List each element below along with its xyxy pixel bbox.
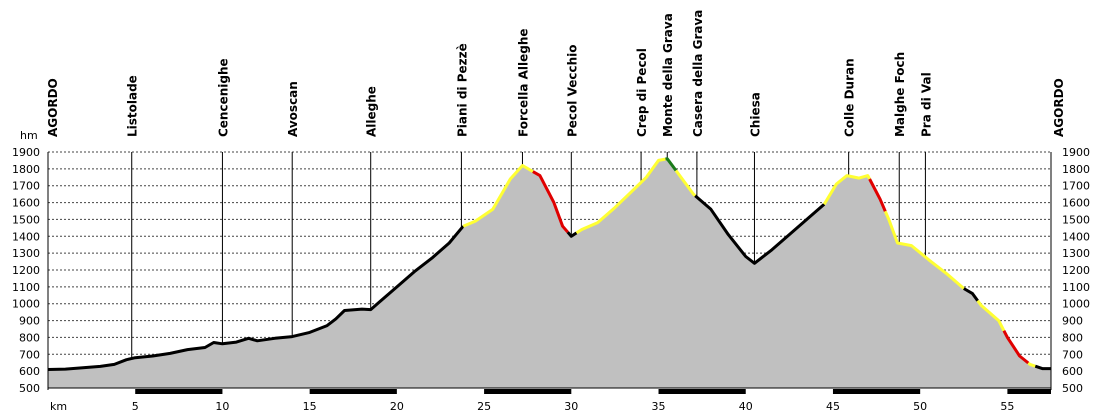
profile-segment-moderate	[575, 157, 666, 235]
profile-segment-moderate	[883, 210, 965, 290]
x-tick-label: 15	[303, 400, 317, 413]
place-label: Pra di Val	[919, 72, 933, 137]
y-tick-label-left: 1600	[12, 197, 40, 210]
y-tick-label-right: 700	[1062, 348, 1083, 361]
place-label: AGORDO	[1052, 78, 1066, 137]
y-tick-label-left: 800	[19, 331, 40, 344]
km-strip-block	[658, 389, 746, 394]
place-label: Listolade	[126, 75, 140, 137]
profile-segment-moderate	[462, 164, 534, 228]
y-tick-label-left: 1800	[12, 163, 40, 176]
y-tick-label-left: 1200	[12, 264, 40, 277]
profile-segment-moderate	[1027, 361, 1036, 368]
place-markers	[131, 152, 926, 359]
y-tick-label-right: 1700	[1062, 180, 1090, 193]
y-tick-label-left: 600	[19, 365, 40, 378]
profile-segment-moderate	[976, 299, 1006, 332]
x-tick-label: 30	[564, 400, 578, 413]
axes	[47, 152, 1052, 394]
x-tick-label: 55	[1000, 400, 1014, 413]
profile-segment-steep	[1002, 330, 1030, 365]
profile-segment-steep	[532, 170, 569, 234]
profile-segment-normal	[566, 231, 578, 238]
elevation-area	[48, 158, 1051, 388]
profile-segment-normal	[47, 225, 465, 371]
y-tick-label-right: 1600	[1062, 197, 1090, 210]
y-tick-label-left: 1100	[12, 281, 40, 294]
km-strip-block	[832, 389, 921, 394]
place-label: AGORDO	[46, 78, 60, 137]
y-tick-label-left: 1900	[12, 146, 40, 159]
y-tick-label-right: 600	[1062, 365, 1083, 378]
profile-segment-normal	[1034, 364, 1051, 371]
y-tick-label-left: 1500	[12, 213, 40, 226]
y-tick-label-right: 1000	[1062, 298, 1090, 311]
place-label: Avoscan	[286, 81, 300, 137]
place-label: Alleghe	[365, 86, 379, 137]
profile-segment-steep	[868, 178, 887, 212]
place-label: Pecol Vecchio	[565, 45, 579, 137]
profile-segment-moderate	[822, 174, 871, 206]
place-label: Colle Duran	[843, 58, 857, 137]
y-tick-label-left: 700	[19, 348, 40, 361]
y-axis-unit: hm	[20, 129, 38, 142]
x-tick-label: 45	[826, 400, 840, 413]
km-strip-block	[484, 389, 572, 394]
place-labels: AGORDO Listolade Cencenighe Avoscan Alleghe P…	[46, 10, 1066, 137]
y-tick-label-right: 1400	[1062, 230, 1090, 243]
place-label: Crep di Pecol	[635, 48, 649, 137]
profile-segment-very_steep	[665, 157, 678, 172]
profile-segment-moderate	[674, 169, 697, 197]
y-tick-label-right: 1500	[1062, 213, 1090, 226]
place-label: Chiesa	[748, 92, 762, 137]
y-tick-label-left: 500	[19, 382, 40, 395]
x-tick-label: 50	[913, 400, 927, 413]
x-tick-label: 25	[477, 400, 491, 413]
y-tick-label-left: 1700	[12, 180, 40, 193]
x-tick-label: 5	[132, 400, 139, 413]
place-label: Forcella Alleghe	[516, 28, 530, 137]
profile-segment-normal	[963, 287, 979, 302]
place-label: Piani di Pezzè	[455, 43, 469, 137]
y-tick-label-right: 1100	[1062, 281, 1090, 294]
y-tick-label-right: 800	[1062, 331, 1083, 344]
km-strip-block	[135, 389, 223, 394]
x-tick-label: 40	[739, 400, 753, 413]
x-tick-label: 35	[652, 400, 666, 413]
place-label: Malghe Foch	[893, 52, 907, 137]
y-tick-label-left: 1400	[12, 230, 40, 243]
y-tick-label-right: 1200	[1062, 264, 1090, 277]
place-label: Cencenighe	[216, 58, 230, 137]
y-tick-label-right: 1900	[1062, 146, 1090, 159]
x-axis-unit: km	[50, 400, 67, 413]
km-strip-block	[309, 389, 397, 394]
y-tick-label-left: 1300	[12, 247, 40, 260]
elevation-line	[47, 157, 1051, 371]
tick-labels: 500 500 600 600 700 700 800 800 900 900 1000 1000 11…	[12, 146, 1090, 413]
y-tick-label-right: 1300	[1062, 247, 1090, 260]
place-label: Monte della Grava	[661, 13, 675, 137]
place-label: Casera della Grava	[691, 10, 705, 137]
x-tick-label: 10	[215, 400, 229, 413]
x-tick-label: 20	[390, 400, 404, 413]
y-tick-label-right: 1800	[1062, 163, 1090, 176]
y-tick-label-left: 1000	[12, 298, 40, 311]
km-strip-block	[1007, 389, 1051, 394]
profile-segment-normal	[694, 194, 826, 265]
y-tick-label-right: 900	[1062, 315, 1083, 328]
y-tick-label-left: 900	[19, 315, 40, 328]
y-tick-label-right: 500	[1062, 382, 1083, 395]
